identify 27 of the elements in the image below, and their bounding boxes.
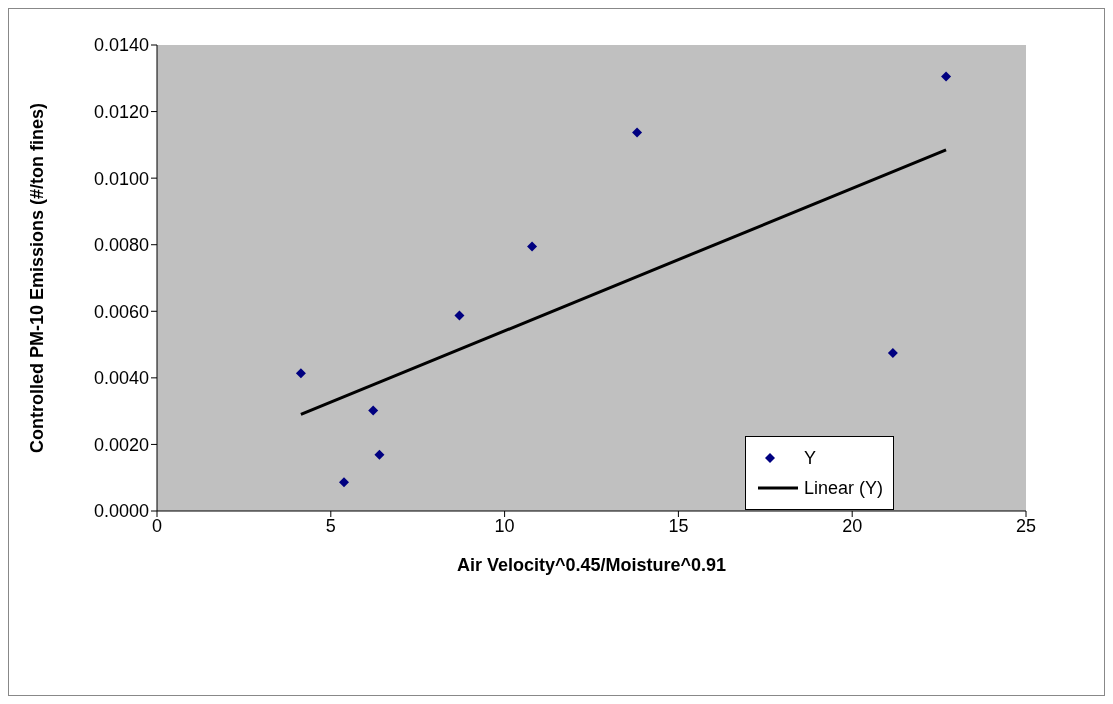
y-tick-label: 0.0100	[93, 168, 149, 189]
x-tick-label: 15	[668, 515, 689, 536]
point	[368, 405, 379, 416]
point	[454, 310, 465, 321]
y-tick-label: 0.0060	[93, 301, 149, 322]
point	[374, 449, 385, 460]
x-tick-label: 10	[494, 515, 515, 536]
y-tick-label: 0.0140	[93, 35, 149, 56]
x-tick-label: 20	[842, 515, 863, 536]
point	[339, 477, 350, 488]
point	[527, 241, 538, 252]
y-tick-label: 0.0000	[93, 501, 149, 522]
x-tick-label: 25	[1015, 515, 1037, 536]
point	[295, 368, 306, 379]
legend-label: Y	[803, 447, 816, 469]
x-tick-label: 5	[325, 515, 336, 536]
y-tick-label: 0.0020	[93, 434, 149, 455]
point	[941, 71, 952, 82]
legend-label: Linear (Y)	[803, 477, 883, 499]
x-axis-title: Air Velocity^0.45/Moisture^0.91	[456, 555, 727, 575]
y-tick-label: 0.0040	[93, 368, 149, 389]
y-axis-title: Controlled PM-10 Emissions (#/ton fines)	[27, 102, 48, 454]
y-tick-label: 0.0080	[93, 235, 149, 256]
y-tick-label: 0.0120	[93, 101, 149, 122]
point	[887, 347, 898, 358]
x-tick-label: 0	[151, 515, 163, 536]
point	[632, 127, 643, 138]
